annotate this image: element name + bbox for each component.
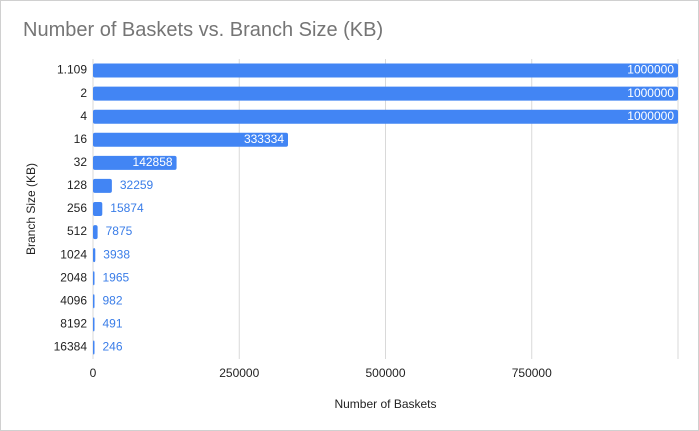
bar bbox=[93, 109, 678, 124]
bar bbox=[93, 202, 103, 216]
y-tick-label: 2 bbox=[80, 86, 87, 100]
x-tick-label: 0 bbox=[90, 366, 97, 380]
y-tick-label: 1.109 bbox=[57, 63, 87, 77]
bar bbox=[93, 271, 95, 286]
bar bbox=[93, 294, 95, 309]
bar bbox=[93, 225, 98, 240]
y-tick-label: 2048 bbox=[60, 270, 87, 284]
data-label: 1000000 bbox=[627, 86, 674, 100]
data-label: 982 bbox=[103, 293, 123, 307]
data-label: 1000000 bbox=[627, 109, 674, 123]
data-label: 491 bbox=[103, 317, 123, 331]
data-label: 1965 bbox=[103, 270, 130, 284]
data-label: 7875 bbox=[106, 224, 133, 238]
y-tick-label: 8192 bbox=[60, 317, 87, 331]
data-label: 3938 bbox=[103, 247, 130, 261]
x-tick-label: 750000 bbox=[512, 366, 552, 380]
y-tick-label: 512 bbox=[67, 224, 87, 238]
bar bbox=[93, 340, 95, 355]
data-label: 32259 bbox=[120, 178, 154, 192]
y-tick-label: 1024 bbox=[60, 247, 87, 261]
y-tick-label: 4 bbox=[80, 109, 87, 123]
bar bbox=[93, 63, 678, 78]
data-label: 15874 bbox=[110, 201, 144, 215]
y-tick-label: 16 bbox=[74, 132, 88, 146]
data-label: 333334 bbox=[244, 132, 284, 146]
bar bbox=[93, 86, 678, 101]
data-label: 1000000 bbox=[627, 63, 674, 77]
y-axis-label: Branch Size (KB) bbox=[24, 163, 38, 255]
x-tick-label: 500000 bbox=[365, 366, 405, 380]
bar bbox=[93, 248, 96, 263]
bar bbox=[93, 132, 289, 147]
bar bbox=[93, 317, 95, 332]
data-label: 142858 bbox=[133, 155, 173, 169]
chart-title: Number of Baskets vs. Branch Size (KB) bbox=[23, 19, 384, 41]
x-tick-label: 250000 bbox=[219, 366, 259, 380]
bar bbox=[93, 178, 112, 193]
y-tick-label: 32 bbox=[74, 155, 88, 169]
y-tick-label: 4096 bbox=[60, 293, 87, 307]
y-tick-label: 256 bbox=[67, 201, 87, 215]
bar bbox=[93, 155, 177, 170]
y-tick-label: 16384 bbox=[54, 340, 88, 354]
data-label: 246 bbox=[103, 340, 123, 354]
x-axis-label: Number of Baskets bbox=[334, 397, 436, 411]
y-tick-label: 128 bbox=[67, 178, 87, 192]
